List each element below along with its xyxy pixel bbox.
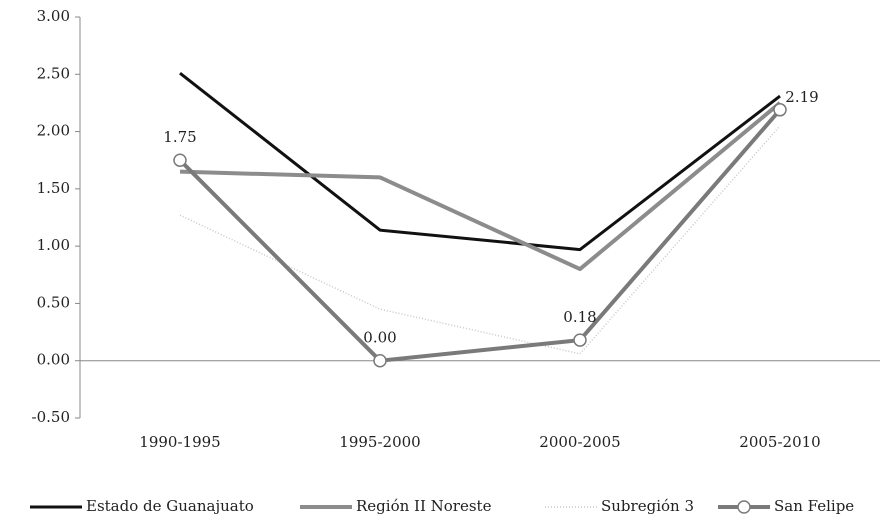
- x-tick-label: 2000-2005: [539, 433, 620, 451]
- series-line: [179, 101, 782, 272]
- series-line: [179, 71, 781, 252]
- point: [373, 353, 387, 368]
- point: [773, 103, 787, 117]
- point: [173, 153, 187, 167]
- legend-label: Región II Noreste: [356, 497, 492, 515]
- x-tick-label: 1990-1995: [139, 433, 220, 451]
- y-tick-label: 2.50: [37, 64, 70, 82]
- y-tick-label: 2.00: [37, 122, 70, 140]
- y-tick-label: 1.50: [37, 179, 70, 197]
- y-tick-label: -0.50: [32, 408, 70, 426]
- y-tick-label: 1.00: [37, 236, 70, 254]
- legend-label: Subregión 3: [601, 497, 694, 515]
- y-tick-label: 0.00: [37, 351, 70, 369]
- data-label: 1.75: [163, 128, 196, 146]
- data-label: 0.18: [563, 308, 596, 326]
- x-tick-label: 2005-2010: [739, 433, 820, 451]
- y-tick-label: 0.50: [37, 293, 70, 311]
- y-tick-label: 3.00: [37, 7, 70, 25]
- legend-marker: [737, 500, 751, 514]
- legend-label: Estado de Guanajuato: [86, 497, 254, 515]
- point: [573, 333, 587, 347]
- x-tick-label: 1995-2000: [339, 433, 420, 451]
- data-label: 0.00: [363, 329, 396, 347]
- legend-label: San Felipe: [774, 497, 854, 515]
- series-line: [178, 108, 782, 363]
- data-label: 2.19: [785, 88, 818, 106]
